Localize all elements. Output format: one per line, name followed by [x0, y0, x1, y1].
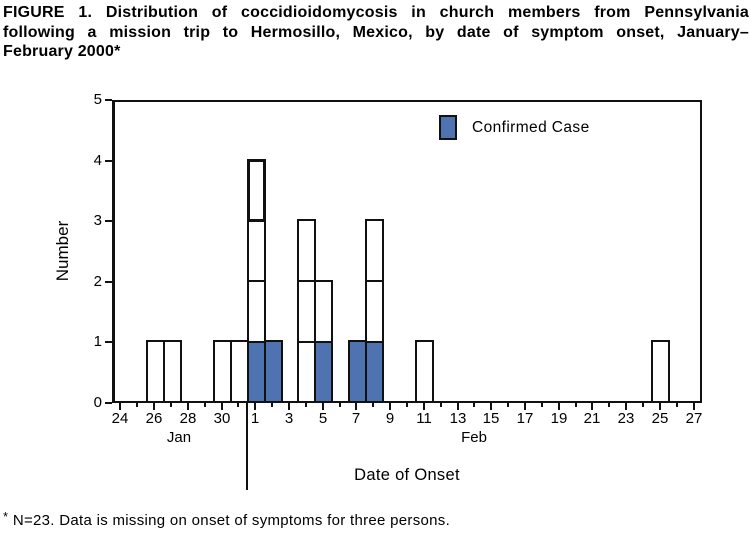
y-tick [105, 341, 112, 343]
x-tick [237, 403, 239, 407]
x-tick [254, 403, 256, 410]
x-tick [524, 403, 526, 410]
plot-frame [112, 100, 702, 403]
case-cell [297, 219, 316, 282]
x-tick [642, 403, 644, 407]
case-cell [415, 340, 434, 403]
y-tick-label: 1 [93, 333, 102, 350]
y-tick-label: 4 [93, 152, 102, 169]
x-tick-label: 25 [651, 410, 669, 427]
x-tick [440, 403, 442, 407]
case-cell [247, 159, 266, 222]
figure-title-line-2: following a mission trip to Hermosillo, … [3, 23, 749, 41]
y-tick-label: 0 [93, 394, 102, 411]
x-tick-label: 28 [179, 410, 197, 427]
x-tick-label: 19 [550, 410, 568, 427]
x-tick-label: 1 [250, 410, 260, 427]
month-label-jan: Jan [166, 429, 192, 446]
x-tick-label: 15 [482, 410, 500, 427]
case-cell [365, 280, 384, 343]
x-tick [187, 403, 189, 410]
case-cell [247, 219, 266, 282]
case-cell [365, 219, 384, 282]
x-tick-label: 30 [213, 410, 231, 427]
x-tick [119, 403, 121, 410]
x-tick [271, 403, 273, 407]
y-tick [105, 281, 112, 283]
x-tick [473, 403, 475, 407]
x-tick [339, 403, 341, 407]
y-tick-label: 5 [93, 91, 102, 108]
x-axis-title: Date of Onset [354, 466, 460, 484]
x-tick [591, 403, 593, 410]
footnote-asterisk: * [3, 509, 9, 524]
y-tick [105, 220, 112, 222]
y-tick [105, 402, 112, 404]
y-tick-label: 2 [93, 273, 102, 290]
x-tick-label: 5 [318, 410, 328, 427]
figure-title-line-1: FIGURE 1. Distribution of coccidioidomyc… [3, 4, 749, 21]
x-tick [541, 403, 543, 407]
x-tick-label: 21 [583, 410, 601, 427]
footnote-text: N=23. Data is missing on onset of sympto… [12, 512, 451, 529]
x-tick-label: 26 [145, 410, 163, 427]
x-tick [507, 403, 509, 407]
x-tick-label: 23 [617, 410, 635, 427]
confirmed-case-cell [314, 340, 333, 403]
x-tick [406, 403, 408, 407]
x-tick-label: 24 [111, 410, 129, 427]
case-cell [163, 340, 182, 403]
x-tick [389, 403, 391, 410]
x-tick-label: 7 [351, 410, 361, 427]
x-tick [490, 403, 492, 410]
x-tick [659, 403, 661, 410]
x-tick [170, 403, 172, 407]
x-tick [221, 403, 223, 410]
confirmed-case-cell [365, 340, 384, 403]
x-tick [457, 403, 459, 410]
x-tick-label: 13 [449, 410, 467, 427]
x-tick [423, 403, 425, 410]
x-tick [288, 403, 290, 410]
x-tick [372, 403, 374, 407]
x-tick [676, 403, 678, 407]
month-separator-line [246, 401, 248, 490]
x-tick-label: 27 [685, 410, 703, 427]
x-tick [608, 403, 610, 407]
footnote: * N=23. Data is missing on onset of symp… [3, 509, 451, 529]
x-tick [693, 403, 695, 410]
x-tick [153, 403, 155, 410]
x-tick-label: 17 [516, 410, 534, 427]
x-tick [625, 403, 627, 410]
x-tick [204, 403, 206, 407]
x-tick-label: 11 [416, 410, 432, 427]
x-tick [558, 403, 560, 410]
y-tick [105, 160, 112, 162]
x-tick [136, 403, 138, 407]
legend-label: Confirmed Case [472, 118, 590, 136]
case-cell [651, 340, 670, 403]
case-cell [314, 280, 333, 343]
y-tick [105, 99, 112, 101]
x-tick [355, 403, 357, 410]
case-cell [247, 280, 266, 343]
figure-title-line-3: February 2000* [3, 43, 121, 60]
legend-swatch-confirmed [439, 115, 457, 140]
x-tick-label: 9 [385, 410, 395, 427]
confirmed-case-cell [264, 340, 283, 403]
legend: Confirmed Case [439, 115, 590, 140]
y-tick-label: 3 [93, 212, 102, 229]
x-tick [575, 403, 577, 407]
month-label-feb: Feb [461, 429, 487, 446]
figure-title: FIGURE 1. Distribution of coccidioidomyc… [3, 3, 749, 62]
x-tick [305, 403, 307, 407]
x-tick [322, 403, 324, 410]
x-tick-label: 3 [284, 410, 294, 427]
